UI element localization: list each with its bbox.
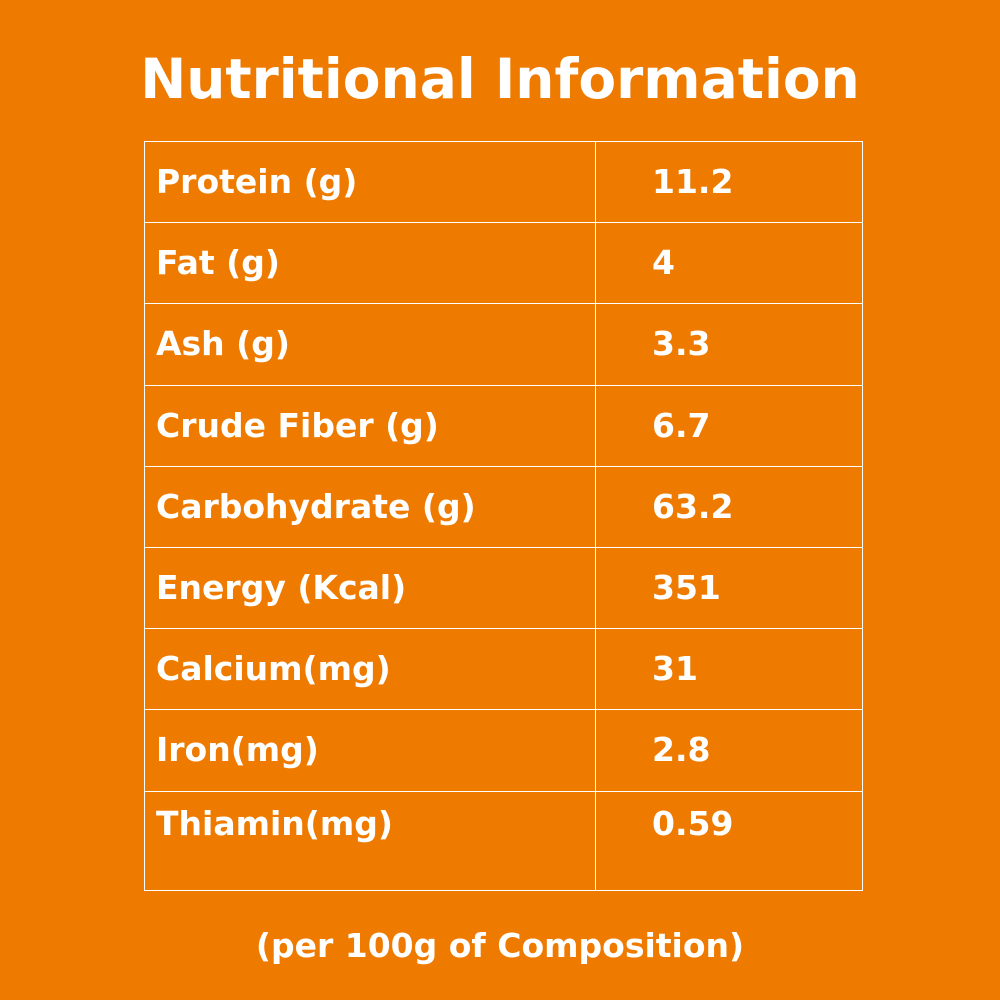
nutrition-table: Protein (g) 11.2 Fat (g) 4 Ash (g) 3.3 C… [144, 140, 863, 891]
nutrient-value: 3.3 [595, 303, 863, 386]
table-row-carbohydrate: Carbohydrate (g) 63.2 [144, 465, 863, 548]
nutrient-name: Thiamin(mg) [144, 790, 596, 891]
nutrient-name: Protein (g) [144, 140, 596, 224]
nutrient-name: Iron(mg) [144, 709, 596, 792]
nutrient-value: 4 [595, 222, 863, 305]
nutrient-name: Calcium(mg) [144, 628, 596, 711]
nutrient-value: 0.59 [595, 790, 863, 891]
table-row-calcium: Calcium(mg) 31 [144, 628, 863, 711]
nutrient-value: 31 [595, 628, 863, 711]
nutrient-value: 11.2 [595, 140, 863, 224]
table-row-ash: Ash (g) 3.3 [144, 303, 863, 386]
nutrient-value: 63.2 [595, 465, 863, 548]
table-row-thiamin: Thiamin(mg) 0.59 [144, 790, 863, 891]
table-row-protein: Protein (g) 11.2 [144, 140, 863, 224]
nutrient-name: Carbohydrate (g) [144, 465, 596, 548]
table-row-energy: Energy (Kcal) 351 [144, 546, 863, 630]
footnote: (per 100g of Composition) [255, 926, 745, 965]
nutrient-name: Fat (g) [144, 222, 596, 305]
table-row-fat: Fat (g) 4 [144, 222, 863, 305]
nutrient-name: Energy (Kcal) [144, 546, 596, 630]
nutrient-value: 351 [595, 546, 863, 630]
table-row-crude-fiber: Crude Fiber (g) 6.7 [144, 384, 863, 467]
nutrient-name: Ash (g) [144, 303, 596, 386]
nutrient-value: 2.8 [595, 709, 863, 792]
nutrient-value: 6.7 [595, 384, 863, 467]
nutrient-name: Crude Fiber (g) [144, 384, 596, 467]
table-row-iron: Iron(mg) 2.8 [144, 709, 863, 792]
page-title: Nutritional Information [140, 47, 860, 111]
